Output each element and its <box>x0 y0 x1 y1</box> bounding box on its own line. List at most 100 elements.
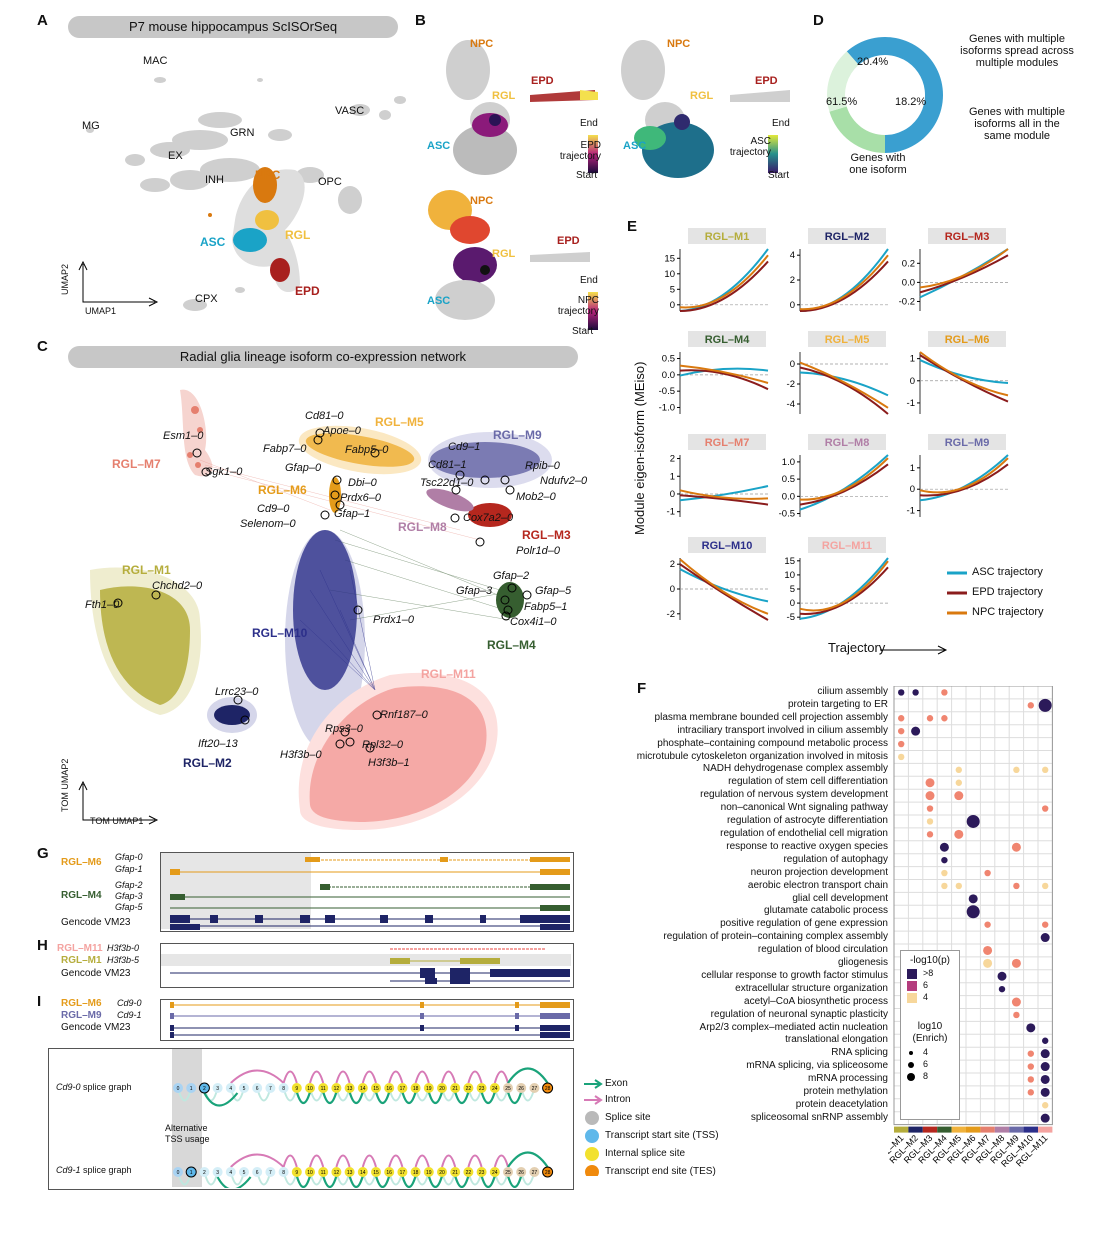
b3-end: End <box>580 275 598 286</box>
cluster-label-rgl: RGL <box>285 228 311 242</box>
e-title-bg-7 <box>808 434 886 450</box>
splice-node-0-27 <box>529 1083 540 1093</box>
e-ticklabel-6-0: 2 <box>670 454 675 465</box>
splice-exon-0-15 <box>374 1091 391 1105</box>
g-gfap5: Gfap-5 <box>115 902 143 912</box>
e-series-9-2 <box>679 558 769 615</box>
e-ticklabel-6-3: -1 <box>667 507 675 518</box>
splice-node-label-0-25: 25 <box>505 1086 511 1092</box>
f-term-14: neuron projection development <box>750 866 888 878</box>
c-m3: RGL–M3 <box>522 528 571 542</box>
f-dot-32 <box>1013 882 1020 890</box>
splice-intron-1-22 <box>467 1154 483 1168</box>
e-series-8-0 <box>919 454 1009 502</box>
f-term-2: plasma membrane bounded cell projection … <box>654 711 888 723</box>
f-dot-47 <box>1042 1037 1049 1044</box>
donut-label-spread-2: isoforms spread across <box>960 45 1074 57</box>
e-ticklabel-1-1: 2 <box>790 275 795 286</box>
splice-intron-0-16 <box>388 1070 404 1084</box>
splice-i2-0 <box>230 1069 285 1084</box>
e-ticklabel-4-2: -4 <box>787 399 795 410</box>
e-ticklabel-8-0: 1 <box>910 463 915 474</box>
i-box <box>160 999 574 1041</box>
splice-node-0-3 <box>212 1083 223 1093</box>
f-legend-p-2: 6 <box>923 980 929 990</box>
splice-start-0 <box>203 1092 239 1107</box>
e-ticklabel-10-4: -5 <box>787 612 795 623</box>
f-modbar-10 <box>1038 1126 1053 1133</box>
splice-node-label-1-14: 14 <box>360 1170 366 1176</box>
e-series-7-2 <box>799 457 889 501</box>
splice-intron-0-8 <box>282 1070 298 1084</box>
splice-node-label-1-12: 12 <box>334 1170 340 1176</box>
donut-label-one-2: one isoform <box>849 164 907 176</box>
f-dot-35 <box>966 905 980 919</box>
e-title-0: RGL–M1 <box>705 231 750 243</box>
splice-node-label-1-5: 5 <box>243 1170 246 1176</box>
donut-label-same: Genes with multiple isoforms all in the sa… <box>942 106 1092 142</box>
f-modbar-0 <box>894 1126 909 1133</box>
e-series-10-1 <box>799 566 889 615</box>
f-term-19: regulation of protein–containing complex… <box>663 931 888 943</box>
splice-graph-label-1: Cd9-1 splice graph <box>56 1165 132 1175</box>
h-h3f3b5: H3f3b-5 <box>107 955 140 965</box>
f-term-20: regulation of blood circulation <box>757 944 888 956</box>
f-dot-52 <box>1040 1074 1050 1084</box>
splice-node-0-5 <box>239 1083 249 1093</box>
e-ticklabel-9-2: -2 <box>667 609 675 620</box>
f-term-0: cilium assembly <box>817 686 888 697</box>
gene-fth1: Fth1–0 <box>85 599 120 611</box>
splice-node-label-1-24: 24 <box>492 1170 498 1176</box>
f-modbar-5 <box>966 1126 981 1133</box>
f-modbar-2 <box>922 1126 938 1133</box>
f-dot-54 <box>1027 1089 1034 1096</box>
panel-label-f: F <box>637 680 647 697</box>
donut-label-spread-1: Genes with multiple <box>969 33 1065 45</box>
h-m1: RGL–M1 <box>61 955 102 966</box>
e-ticklabel-6-1: 1 <box>670 471 675 482</box>
gene-gfap0: Gfap–0 <box>285 462 322 474</box>
splice-intron-1-14 <box>361 1154 377 1168</box>
f-modbar-7 <box>994 1126 1010 1133</box>
f-dot-7 <box>941 715 948 722</box>
splice-node-1-20 <box>437 1167 447 1177</box>
gene-cd81-0: Cd81–0 <box>305 410 344 422</box>
splice-node-1-26 <box>516 1167 527 1177</box>
f-dot-0 <box>898 689 905 696</box>
cluster-label-asc: ASC <box>200 235 226 249</box>
splice-exon-0-13 <box>348 1091 364 1105</box>
g-gfap1: Gfap-1 <box>115 864 143 874</box>
splice-node-1-4 <box>225 1167 236 1177</box>
e-title-6: RGL–M7 <box>705 437 750 449</box>
splice-node-1-5 <box>239 1167 249 1177</box>
gene-prdx6: Prdx6–0 <box>340 492 381 504</box>
h-box <box>160 943 574 988</box>
splice-node-label-0-8: 8 <box>282 1086 285 1092</box>
e-ticklabel-9-0: 2 <box>670 559 675 570</box>
e-ticklabel-7-0: 1.0 <box>782 457 795 468</box>
f-term-8: regulation of nervous system development <box>700 789 888 801</box>
gene-ndufv2: Ndufv2–0 <box>540 475 588 487</box>
panel-c-axes <box>78 780 159 825</box>
splice-node-label-1-9: 9 <box>295 1170 298 1176</box>
splice-last-0 <box>507 1067 549 1084</box>
e-series-8-1 <box>919 463 1009 497</box>
e-ticklabel-2-2: -0.2 <box>899 296 915 307</box>
splice-node-0-17 <box>397 1083 408 1093</box>
f-term-24: acetyl–CoA biosynthetic process <box>744 995 888 1007</box>
f-term-6: NADH dehydrogenase complex assembly <box>702 763 888 775</box>
splice-node-label-0-3: 3 <box>216 1086 219 1092</box>
e-ticklabel-7-2: 0.0 <box>782 491 795 502</box>
f-legend-e-dot-2 <box>908 1062 914 1068</box>
panel-c-network <box>90 389 552 830</box>
b3-traj: NPC trajectory <box>553 295 599 317</box>
f-term-1: protein targeting to ER <box>787 698 888 710</box>
f-dot-12 <box>955 766 962 774</box>
panel-label-e: E <box>627 218 638 235</box>
splice-node-label-0-17: 17 <box>400 1086 406 1092</box>
e-series-1-2 <box>799 254 889 311</box>
e-series-1-1 <box>799 260 889 312</box>
splice-graph-label-0-gene: Cd9-0 <box>56 1082 81 1092</box>
e-ticklabel-0-2: 5 <box>670 284 675 295</box>
e-title-bg-8 <box>928 434 1006 450</box>
